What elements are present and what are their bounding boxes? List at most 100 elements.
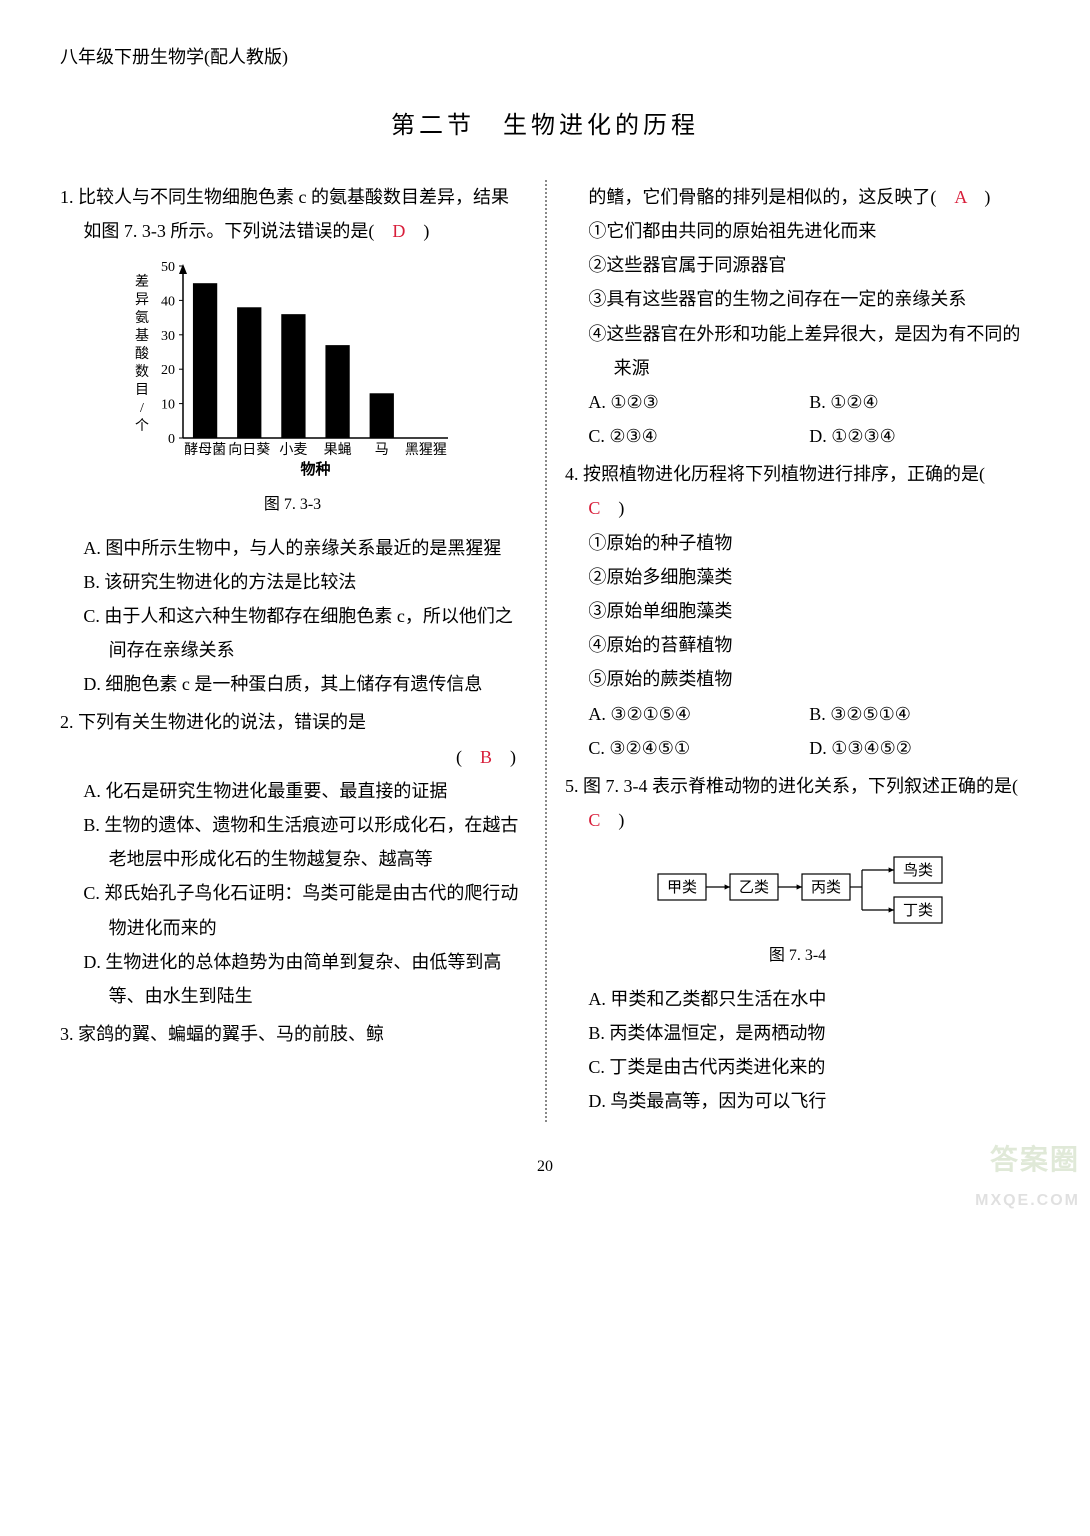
q4-s2: ②原始多细胞藻类: [565, 560, 1030, 594]
q1-stem-end: ): [405, 221, 429, 241]
svg-text:丁类: 丁类: [902, 902, 932, 919]
q3-optD: D. ①②③④: [809, 419, 1030, 453]
q3-stem-right: 的鳍，它们骨骼的排列是相似的，这反映了( A ): [565, 180, 1030, 214]
svg-text:马: 马: [374, 442, 388, 458]
q4-s5: ⑤原始的蕨类植物: [565, 662, 1030, 696]
svg-text:20: 20: [161, 363, 175, 378]
svg-text:/: /: [140, 401, 144, 416]
q3-answer: A: [954, 187, 966, 207]
q4-s3: ③原始单细胞藻类: [565, 594, 1030, 628]
q2-paren-open: (: [456, 747, 480, 767]
svg-text:差: 差: [135, 274, 149, 290]
q1-optC: C. 由于人和这六种生物都存在细胞色素 c，所以他们之间存在亲缘关系: [60, 599, 525, 667]
svg-text:酸: 酸: [135, 346, 149, 362]
q4-optC: C. ③②④⑤①: [588, 731, 809, 765]
q1-optD: D. 细胞色素 c 是一种蛋白质，其上储存有遗传信息: [60, 667, 525, 701]
q3-stem-right-text: 的鳍，它们骨骼的排列是相似的，这反映了(: [588, 187, 954, 207]
q4-s1: ①原始的种子植物: [565, 526, 1030, 560]
q4-opts-row2: C. ③②④⑤① D. ①③④⑤②: [565, 731, 1030, 765]
q5-stem-text: 5. 图 7. 3-4 表示脊椎动物的进化关系，下列叙述正确的是(: [565, 776, 1036, 796]
two-column-layout: 1. 比较人与不同生物细胞色素 c 的氨基酸数目差异，结果如图 7. 3-3 所…: [60, 180, 1030, 1123]
q3-s2: ②这些器官属于同源器官: [565, 248, 1030, 282]
svg-text:物种: 物种: [300, 460, 330, 478]
svg-text:甲类: 甲类: [666, 879, 696, 896]
q5-caption: 图 7. 3-4: [565, 941, 1030, 971]
q4-stem-text: 4. 按照植物进化历程将下列植物进行排序，正确的是(: [565, 464, 1003, 484]
question-5: 5. 图 7. 3-4 表示脊椎动物的进化关系，下列叙述正确的是( C ) 甲类…: [565, 769, 1030, 1119]
q4-s4: ④原始的苔藓植物: [565, 628, 1030, 662]
svg-text:果蝇: 果蝇: [323, 442, 351, 458]
q3-optA: A. ①②③: [588, 385, 809, 419]
svg-text:0: 0: [168, 432, 175, 447]
svg-text:丙类: 丙类: [810, 879, 840, 896]
q2-paren: ( B ): [60, 740, 525, 774]
q2-optC: C. 郑氏始孔子鸟化石证明：鸟类可能是由古代的爬行动物进化而来的: [60, 876, 525, 944]
svg-text:数: 数: [135, 364, 149, 380]
svg-text:氨: 氨: [135, 310, 149, 326]
q4-optD: D. ①③④⑤②: [809, 731, 1030, 765]
q4-optA: A. ③②①⑤④: [588, 697, 809, 731]
q2-stem: 2. 下列有关生物进化的说法，错误的是: [60, 705, 525, 739]
q1-optA: A. 图中所示生物中，与人的亲缘关系最近的是黑猩猩: [60, 531, 525, 565]
q5-optC: C. 丁类是由古代丙类进化来的: [565, 1050, 1030, 1084]
right-column: 的鳍，它们骨骼的排列是相似的，这反映了( A ) ①它们都由共同的原始祖先进化而…: [545, 180, 1030, 1123]
q4-stem: 4. 按照植物进化历程将下列植物进行排序，正确的是( C ): [565, 457, 1030, 525]
watermark-line1: 答案圈: [975, 1133, 1080, 1186]
question-4: 4. 按照植物进化历程将下列植物进行排序，正确的是( C ) ①原始的种子植物 …: [565, 457, 1030, 765]
q5-optA: A. 甲类和乙类都只生活在水中: [565, 982, 1030, 1016]
svg-text:乙类: 乙类: [738, 879, 768, 896]
q2-optA: A. 化石是研究生物进化最重要、最直接的证据: [60, 774, 525, 808]
section-title: 第二节 生物进化的历程: [60, 104, 1030, 150]
q5-answer: C: [588, 810, 600, 830]
q3-stem-end: ): [966, 187, 990, 207]
q5-stem-end: ): [600, 810, 624, 830]
q3-optB: B. ①②④: [809, 385, 1030, 419]
q1-caption: 图 7. 3-3: [60, 490, 525, 520]
q4-optB: B. ③②⑤①④: [809, 697, 1030, 731]
q2-optD: D. 生物进化的总体趋势为由简单到复杂、由低等到高等、由水生到陆生: [60, 945, 525, 1013]
q5-flow: 甲类 乙类 丙类 鸟类丁类: [565, 847, 1030, 937]
q4-answer: C: [588, 498, 600, 518]
svg-text:40: 40: [161, 295, 175, 310]
q1-answer: D: [392, 221, 405, 241]
question-1: 1. 比较人与不同生物细胞色素 c 的氨基酸数目差异，结果如图 7. 3-3 所…: [60, 180, 525, 702]
svg-text:酵母菌: 酵母菌: [184, 442, 226, 458]
svg-text:黑猩猩: 黑猩猩: [404, 442, 446, 458]
q3-optC: C. ②③④: [588, 419, 809, 453]
svg-text:30: 30: [161, 329, 175, 344]
q5-optD: D. 鸟类最高等，因为可以飞行: [565, 1084, 1030, 1118]
svg-text:向日葵: 向日葵: [228, 442, 270, 458]
page-number: 20: [60, 1152, 1030, 1182]
q1-stem: 1. 比较人与不同生物细胞色素 c 的氨基酸数目差异，结果如图 7. 3-3 所…: [60, 180, 525, 248]
svg-text:小麦: 小麦: [279, 442, 307, 458]
q1-optB: B. 该研究生物进化的方法是比较法: [60, 565, 525, 599]
page-header: 八年级下册生物学(配人教版): [60, 40, 1030, 74]
watermark-line2: MXQE.COM: [975, 1186, 1080, 1216]
question-3-left: 3. 家鸽的翼、蝙蝠的翼手、马的前肢、鲸: [60, 1017, 525, 1051]
q3-s3: ③具有这些器官的生物之间存在一定的亲缘关系: [565, 282, 1030, 316]
q1-stem-text: 1. 比较人与不同生物细胞色素 c 的氨基酸数目差异，结果如图 7. 3-3 所…: [60, 187, 509, 241]
svg-text:50: 50: [161, 260, 175, 275]
q3-opts-row2: C. ②③④ D. ①②③④: [565, 419, 1030, 453]
watermark: 答案圈 MXQE.COM: [975, 1133, 1080, 1217]
q1-chart: 0 10 20 30 40 50 酵母菌向日葵小麦果蝇 马黑猩猩物种 差异氨基酸数目 / 个: [60, 256, 525, 486]
question-2: 2. 下列有关生物进化的说法，错误的是 ( B ) A. 化石是研究生物进化最重…: [60, 705, 525, 1013]
svg-text:10: 10: [161, 398, 175, 413]
q5-stem: 5. 图 7. 3-4 表示脊椎动物的进化关系，下列叙述正确的是( C ): [565, 769, 1030, 837]
column-divider: [545, 180, 547, 1123]
q2-answer: B: [480, 747, 492, 767]
svg-text:异: 异: [135, 293, 149, 308]
q3-stem-left: 3. 家鸽的翼、蝙蝠的翼手、马的前肢、鲸: [60, 1017, 525, 1051]
svg-text:目: 目: [135, 383, 149, 398]
question-3-right: 的鳍，它们骨骼的排列是相似的，这反映了( A ) ①它们都由共同的原始祖先进化而…: [565, 180, 1030, 454]
svg-text:个: 个: [135, 418, 149, 434]
svg-text:基: 基: [135, 327, 149, 344]
q3-opts-row1: A. ①②③ B. ①②④: [565, 385, 1030, 419]
q2-paren-close: ): [492, 747, 516, 767]
q4-opts-row1: A. ③②①⑤④ B. ③②⑤①④: [565, 697, 1030, 731]
q3-s4: ④这些器官在外形和功能上差异很大，是因为有不同的来源: [565, 317, 1030, 385]
q4-stem-end: ): [600, 498, 624, 518]
svg-text:鸟类: 鸟类: [902, 862, 932, 879]
left-column: 1. 比较人与不同生物细胞色素 c 的氨基酸数目差异，结果如图 7. 3-3 所…: [60, 180, 545, 1123]
q5-optB: B. 丙类体温恒定，是两栖动物: [565, 1016, 1030, 1050]
